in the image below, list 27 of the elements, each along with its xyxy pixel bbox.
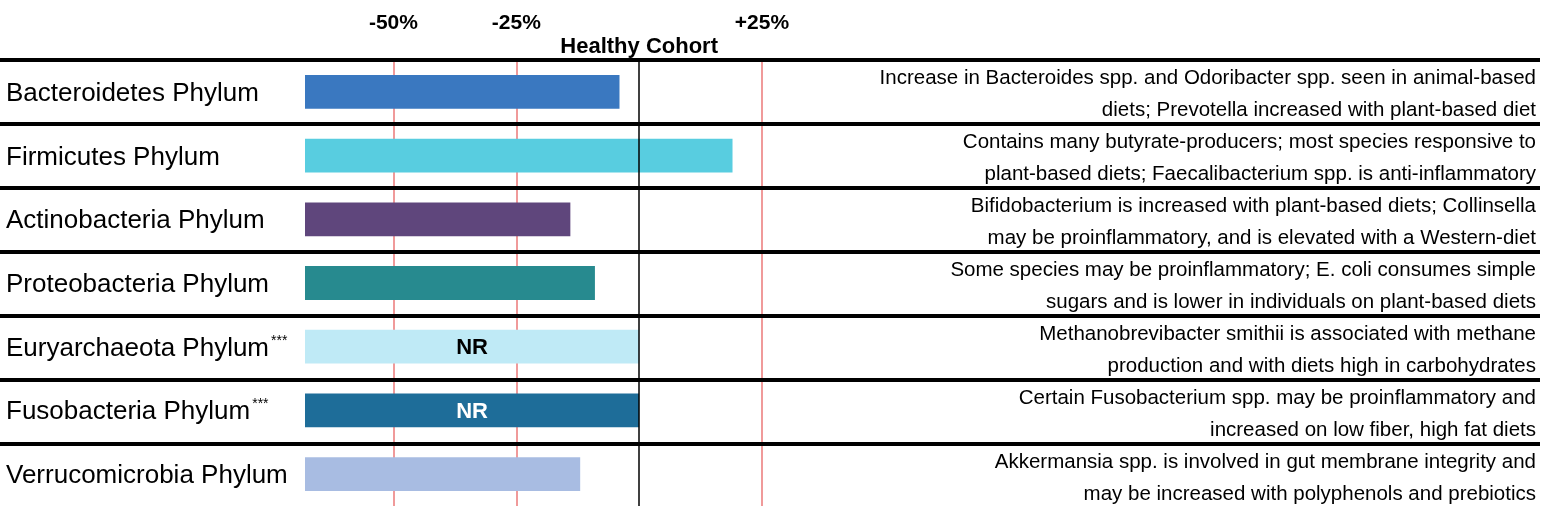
y-tick-label: Proteobacteria Phylum (6, 268, 270, 298)
y-tick-label: Fusobacteria Phylum*** (6, 395, 270, 426)
bar (305, 74, 620, 109)
text: Some species may be proinflammatory; E. coli consumes simple sugars and is lower in individuals on plant-based diets (950, 256, 1536, 314)
y-tick-label: Firmicutes Phylum (6, 140, 220, 171)
y-tick-label: Bacteroidetes Phylum (6, 76, 259, 107)
data-label: NR (456, 334, 489, 360)
text: Certain Fusobacterium spp. may be proinflammatory and increased on low fiber, high fat diets (1018, 384, 1536, 442)
x-tick-label: -50% (368, 10, 419, 33)
text: Akkermansia spp. is involved in gut membrane integrity and may be increased with polyphenols and prebiotics (994, 448, 1536, 506)
x-tick-label: +25% (734, 10, 790, 33)
y-tick-label: Verrucomicrobia Phylum (6, 459, 288, 490)
text: Bifidobacterium is increased with plant-based diets; Collinsella may be proinflammatory, and is elevated with a Western-diet (970, 192, 1536, 250)
bar (305, 266, 595, 300)
data-label: NR (456, 397, 489, 423)
bar (305, 329, 640, 364)
text: Contains many butyrate-producers; most species responsive to plant-based diets; Faecalibacterium spp. is anti-inflammatory (962, 128, 1536, 186)
x-tick-label: -25% (491, 10, 542, 33)
bar (305, 202, 571, 237)
y-tick-label: Euryarchaeota Phylum*** (6, 331, 288, 362)
text: Increase in Bacteroides spp. and Odoribacter spp. seen in animal-based diets; Prevotella increased with plant-based diet (879, 64, 1536, 122)
bar (305, 457, 581, 492)
text: Methanobrevibacter smithii is associated with methane production and with diets high in carbohydrates (1039, 320, 1536, 378)
bar (305, 393, 640, 428)
bar (305, 138, 733, 173)
y-tick-label: Actinobacteria Phylum (6, 204, 265, 235)
ref-line-label: Healthy Cohort (560, 32, 719, 58)
